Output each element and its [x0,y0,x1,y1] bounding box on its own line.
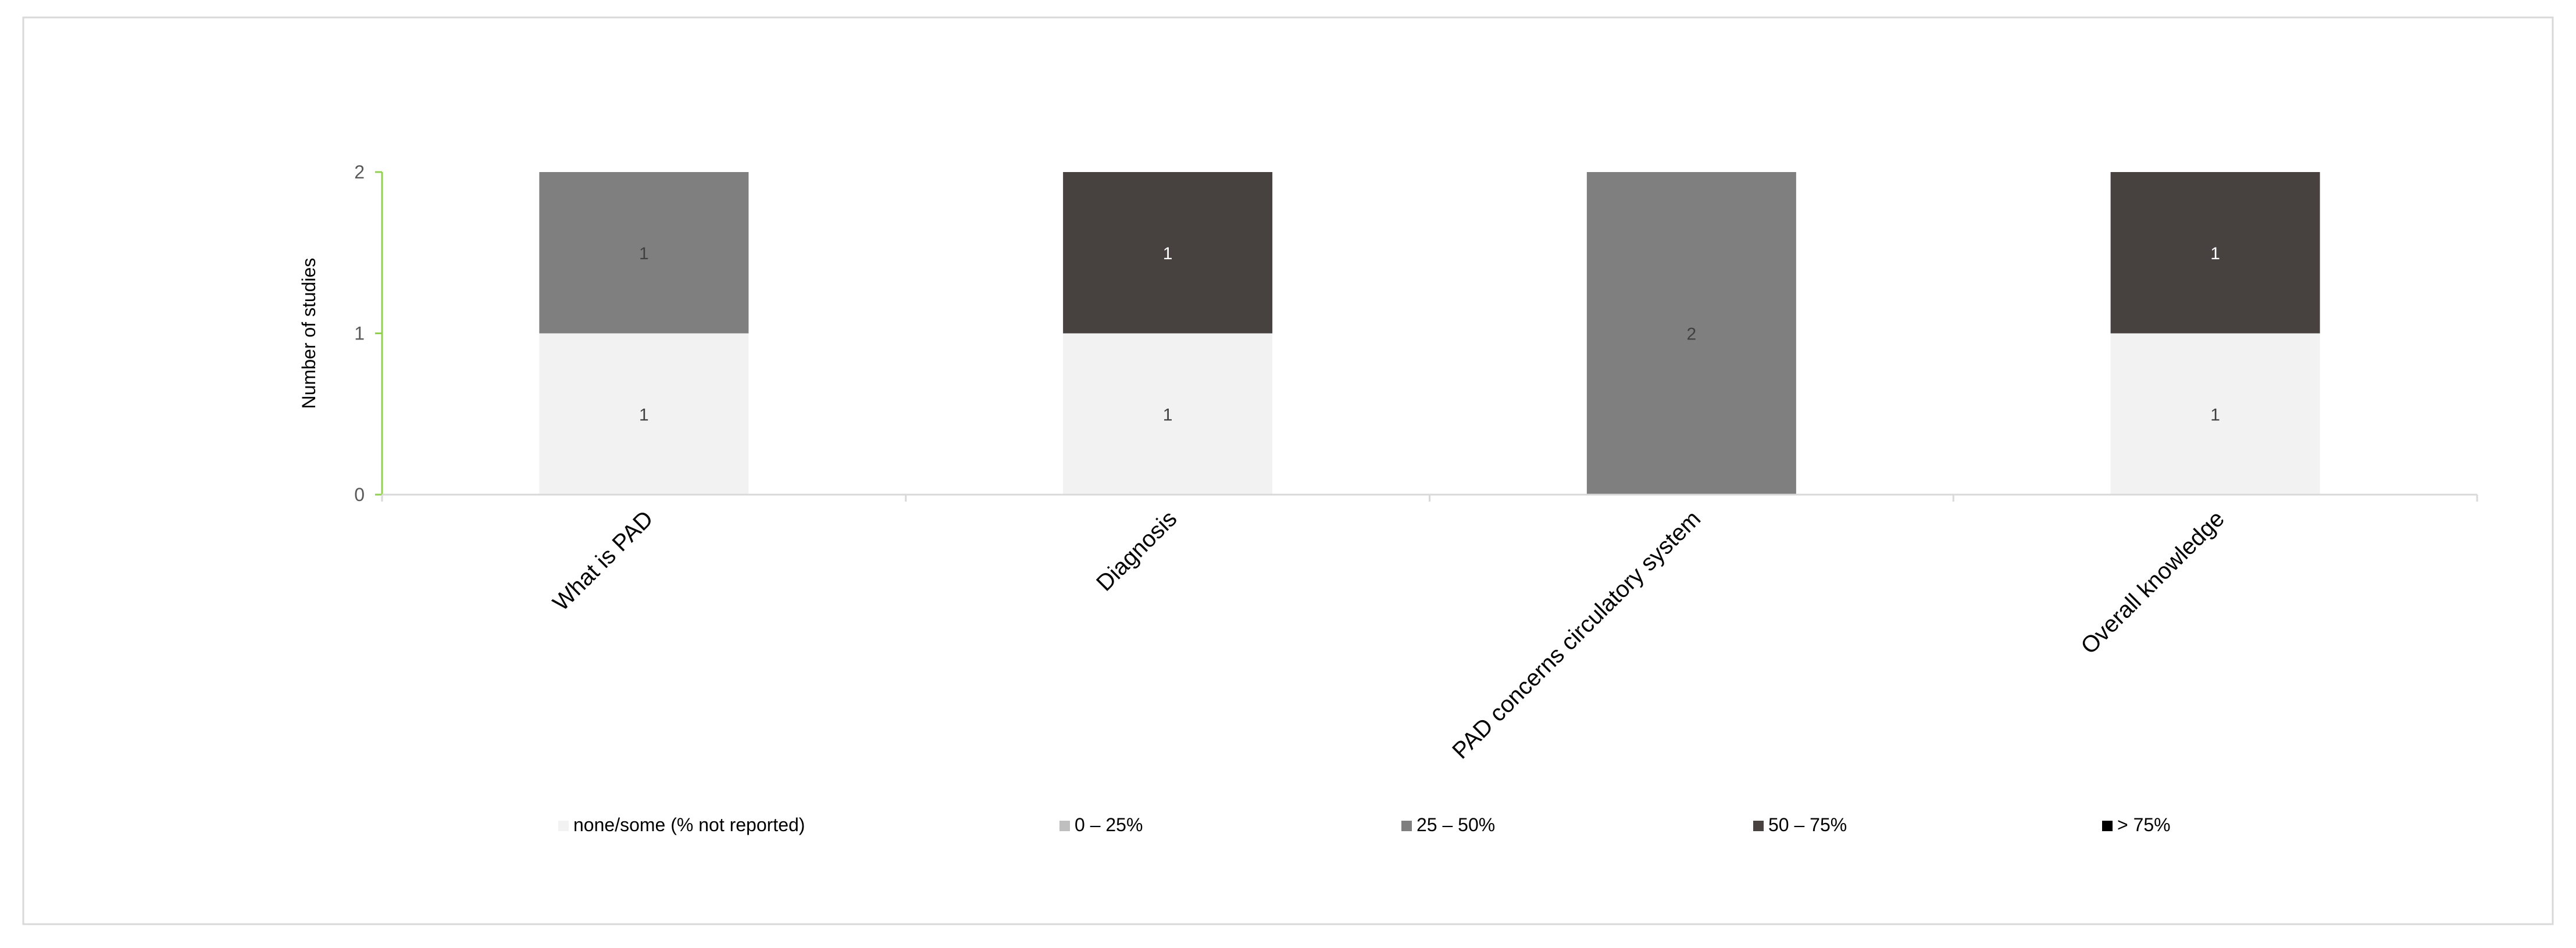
data-label: 1 [1163,244,1173,263]
bar-segment [1586,172,1796,495]
y-tick-label: 2 [354,162,365,183]
data-label: 1 [2210,405,2220,424]
bar-segment [539,333,749,495]
y-tick-label: 0 [354,484,365,505]
bar-segment [1063,172,1273,334]
data-label: 1 [639,244,649,263]
legend-label: 0 – 25% [1075,814,1143,835]
legend-swatch [1753,821,1764,831]
legend-swatch [1059,821,1070,831]
legend-swatch [1401,821,1412,831]
y-axis-title: Number of studies [298,258,319,409]
legend-label: 25 – 50% [1417,814,1495,835]
data-label: 1 [2210,244,2220,263]
bar-segment [1063,333,1273,495]
bar-segment [2110,172,2320,334]
data-label: 2 [1687,325,1697,344]
data-label: 1 [1163,405,1173,424]
legend-swatch [558,821,569,831]
bar-segment [2110,333,2320,495]
legend-label: 50 – 75% [1768,814,1847,835]
legend-swatch [2102,821,2113,831]
y-tick-label: 1 [354,323,365,344]
legend-label: none/some (% not reported) [573,814,805,835]
legend: none/some (% not reported) 0 – 25% 25 – 50… [558,814,2171,835]
bar-segment [539,172,749,334]
data-label: 1 [639,405,649,424]
legend-label: > 75% [2117,814,2171,835]
